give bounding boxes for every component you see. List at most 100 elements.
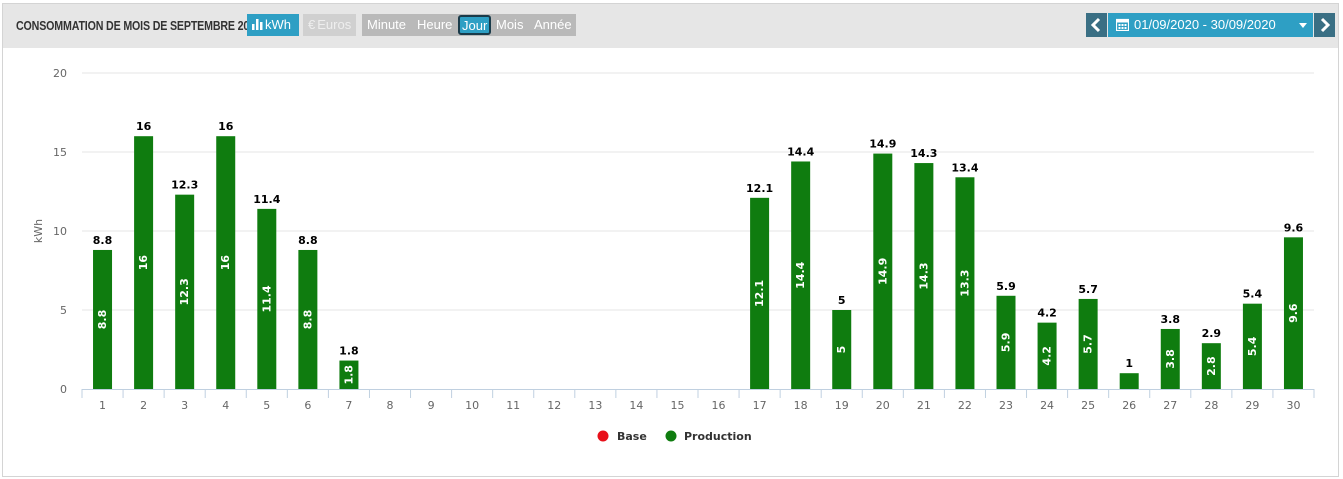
bar[interactable]: [298, 249, 318, 389]
bar-inner-label: 9.6: [1287, 303, 1300, 323]
period-minute-button[interactable]: Minute: [367, 17, 407, 32]
legend-label[interactable]: Base: [617, 430, 647, 443]
date-range-text: 01/09/2020 - 30/09/2020: [1134, 17, 1276, 32]
x-tick-label: 15: [670, 399, 684, 412]
chart-header: CONSOMMATION DE MOIS DE SEPTEMBRE 2020 k…: [3, 4, 1338, 48]
bar[interactable]: [914, 163, 934, 389]
y-tick-label: 5: [60, 304, 67, 317]
bar-inner-label: 8.8: [96, 310, 109, 330]
bar[interactable]: [134, 136, 154, 389]
y-tick-label: 10: [53, 225, 67, 238]
y-axis-ticks: 0 5 10 15 20: [53, 67, 67, 396]
euros-button[interactable]: € Euros: [303, 14, 356, 36]
x-tick-label: 12: [547, 399, 561, 412]
bar[interactable]: [257, 208, 277, 389]
x-tick-label: 21: [917, 399, 931, 412]
bar-top-label: 8.8: [298, 234, 318, 247]
bar-top-label: 12.1: [746, 182, 773, 195]
x-tick-label: 16: [712, 399, 726, 412]
bar[interactable]: [1037, 322, 1057, 389]
bar[interactable]: [955, 177, 975, 389]
bar-inner-label: 12.1: [753, 280, 766, 307]
bar-inner-label: 14.4: [794, 261, 807, 288]
x-tick-label: 17: [753, 399, 767, 412]
x-tick-label: 27: [1163, 399, 1177, 412]
bar[interactable]: [1078, 298, 1098, 389]
next-period-button[interactable]: [1314, 13, 1335, 37]
chevron-left-icon: [1090, 17, 1101, 33]
bar-top-label: 5.7: [1078, 283, 1098, 296]
bar-inner-label: 5.4: [1246, 336, 1259, 356]
legend-label[interactable]: Production: [684, 430, 752, 443]
x-tick-label: 23: [999, 399, 1013, 412]
x-tick-label: 3: [181, 399, 188, 412]
bar[interactable]: [1201, 343, 1221, 389]
calendar-icon: [1116, 18, 1129, 31]
bar-top-label: 12.3: [171, 179, 198, 192]
bar-top-label: 16: [136, 120, 152, 133]
bar-top-label: 5.9: [996, 280, 1016, 293]
bar[interactable]: [175, 194, 195, 389]
bar-inner-label: 14.3: [917, 262, 930, 289]
bar-inner-label: 16: [219, 255, 232, 271]
y-tick-label: 15: [53, 146, 67, 159]
bar-top-label: 16: [218, 120, 234, 133]
bar-inner-label: 5: [835, 346, 848, 354]
bar-top-label: 14.3: [910, 147, 937, 160]
bar-top-label: 11.4: [253, 193, 280, 206]
bar[interactable]: [791, 161, 811, 389]
bar-top-label: 13.4: [951, 161, 978, 174]
bar[interactable]: [750, 197, 770, 389]
legend: Base Production: [597, 430, 752, 443]
bar[interactable]: [93, 249, 113, 389]
x-tick-label: 14: [629, 399, 643, 412]
bar[interactable]: [873, 153, 893, 389]
x-tick-label: 11: [506, 399, 520, 412]
x-tick-label: 7: [345, 399, 352, 412]
bar-inner-label: 1.8: [342, 365, 355, 385]
previous-period-button[interactable]: [1086, 13, 1107, 37]
x-tick-label: 6: [304, 399, 311, 412]
kwh-button[interactable]: kWh: [247, 14, 299, 36]
period-month-button[interactable]: Mois: [496, 17, 524, 32]
bar-top-label: 14.4: [787, 145, 814, 158]
bar-inner-label: 16: [137, 255, 150, 271]
chart-title: CONSOMMATION DE MOIS DE SEPTEMBRE 2020: [16, 18, 261, 33]
x-tick-label: 18: [794, 399, 808, 412]
period-year-button[interactable]: Année: [534, 17, 572, 32]
bar[interactable]: [1119, 373, 1139, 389]
bar[interactable]: [832, 310, 852, 389]
x-tick-label: 22: [958, 399, 972, 412]
x-tick-label: 4: [222, 399, 229, 412]
bar-top-label: 5.4: [1243, 288, 1263, 301]
x-tick-label: 24: [1040, 399, 1054, 412]
x-tick-label: 30: [1286, 399, 1300, 412]
bar[interactable]: [339, 360, 359, 389]
bar-inner-label: 11.4: [260, 285, 273, 312]
bar[interactable]: [996, 295, 1016, 389]
bar[interactable]: [1242, 303, 1262, 389]
legend-marker[interactable]: [665, 430, 677, 442]
x-tick-label: 25: [1081, 399, 1095, 412]
y-axis-label: kWh: [32, 219, 45, 243]
euros-label: Euros: [317, 17, 352, 32]
bar-top-label: 9.6: [1284, 221, 1304, 234]
bar-inner-label: 2.8: [1205, 356, 1218, 376]
date-range-picker[interactable]: 01/09/2020 - 30/09/2020: [1108, 13, 1313, 37]
x-tick-label: 5: [263, 399, 270, 412]
x-tick-label: 26: [1122, 399, 1136, 412]
x-tick-label: 28: [1204, 399, 1218, 412]
bar-inner-label: 4.2: [1041, 346, 1054, 366]
legend-marker[interactable]: [597, 430, 609, 442]
bar-top-label: 8.8: [93, 234, 113, 247]
bar[interactable]: [216, 136, 236, 389]
x-tick-label: 20: [876, 399, 890, 412]
period-hour-button[interactable]: Heure: [417, 17, 453, 32]
chevron-right-icon: [1320, 17, 1331, 33]
bar[interactable]: [1160, 328, 1180, 389]
bar[interactable]: [1283, 237, 1303, 389]
period-day-button[interactable]: Jour: [458, 15, 491, 35]
caret-down-icon: [1299, 23, 1307, 28]
bar-inner-label: 14.9: [876, 258, 889, 285]
